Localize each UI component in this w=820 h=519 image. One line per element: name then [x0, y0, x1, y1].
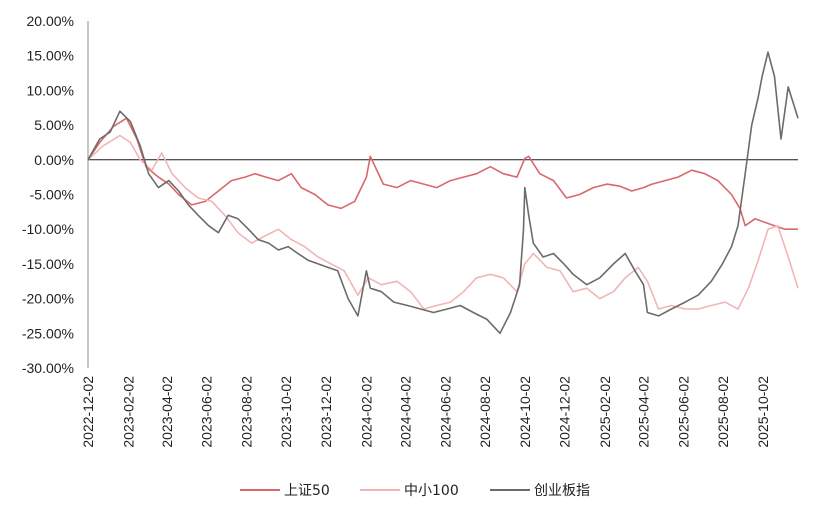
x-axis: 2022-12-02 2023-02-02 2023-04-02 2023-06-02… [80, 159, 798, 448]
y-tick-label: -15.00% [22, 256, 74, 272]
x-tick-label: 2023-12-02 [318, 376, 334, 448]
x-tick-label: 2022-12-02 [80, 376, 96, 448]
y-tick-label: 10.00% [27, 82, 74, 98]
y-tick-label: 20.00% [27, 13, 74, 29]
legend-label-0: 上证50 [284, 483, 330, 499]
series-line-1 [87, 134, 799, 310]
x-tick-label: 2023-04-02 [159, 376, 175, 448]
y-tick-label: 5.00% [34, 117, 74, 133]
x-tick-label: 2024-04-02 [398, 376, 414, 448]
x-tick-label: 2025-04-02 [635, 376, 651, 448]
x-tick-label: 2024-08-02 [477, 376, 493, 448]
x-tick-label: 2024-12-02 [557, 376, 573, 448]
series-lines [87, 51, 799, 335]
series-line-2 [87, 51, 799, 335]
y-tick-label: -10.00% [22, 221, 74, 237]
legend-label-1: 中小100 [404, 483, 459, 499]
x-tick-label: 2023-06-02 [199, 376, 215, 448]
y-axis: 20.00% 15.00% 10.00% 5.00% 0.00% -5.00% -10.00… [22, 13, 89, 376]
x-tick-label: 2025-06-02 [675, 376, 691, 448]
x-tick-label: 2023-08-02 [238, 376, 254, 448]
x-tick-label: 2024-02-02 [358, 376, 374, 448]
x-tick-label: 2025-08-02 [715, 376, 731, 448]
legend-label-2: 创业板指 [534, 483, 590, 499]
y-tick-label: -20.00% [22, 291, 74, 307]
y-tick-label: -30.00% [22, 360, 74, 376]
x-tick-label: 2025-10-02 [755, 376, 771, 448]
x-tick-label: 2023-02-02 [120, 376, 136, 448]
x-tick-label: 2025-02-02 [597, 376, 613, 448]
y-tick-label: -5.00% [30, 187, 74, 203]
x-tick-label: 2023-10-02 [278, 376, 294, 448]
x-tick-label: 2024-10-02 [517, 376, 533, 448]
y-tick-label: 0.00% [34, 152, 74, 168]
y-tick-label: 15.00% [27, 48, 74, 64]
y-tick-label: -25.00% [22, 325, 74, 341]
x-tick-label: 2024-06-02 [437, 376, 453, 448]
series-line-0 [87, 117, 798, 230]
legend: 上证50 中小100 创业板指 [240, 483, 590, 499]
